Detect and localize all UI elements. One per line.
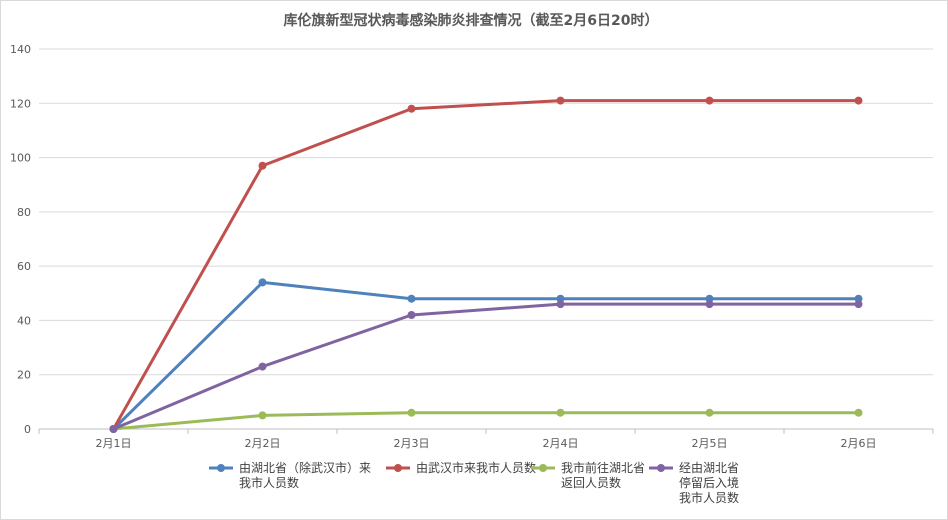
chart-title: 库伦旗新型冠状病毒感染肺炎排查情况（截至2月6日20时）	[284, 12, 659, 29]
y-tick-label: 60	[17, 260, 31, 273]
series-layer	[109, 96, 863, 433]
data-point	[556, 96, 565, 105]
series-line	[113, 411, 859, 431]
series-line	[112, 280, 859, 431]
series-1	[109, 278, 863, 433]
data-point	[705, 408, 714, 417]
series-line	[112, 99, 859, 430]
legend-label: 经由湖北省	[679, 460, 739, 475]
x-tick-label: 2月6日	[841, 437, 877, 450]
data-point	[258, 161, 267, 170]
data-point	[407, 104, 416, 113]
x-tick-label: 2月1日	[96, 437, 132, 450]
y-tick-label: 80	[17, 206, 31, 219]
data-point	[258, 411, 267, 420]
x-tick-label: 2月2日	[245, 437, 281, 450]
data-point	[407, 408, 416, 417]
legend-swatch-marker	[217, 464, 225, 472]
legend-label: 由湖北省（除武汉市）来	[239, 460, 371, 475]
legend-swatch-marker	[394, 464, 402, 472]
y-tick-label: 140	[10, 43, 31, 56]
legend-label: 停留后入境	[679, 475, 739, 490]
data-point	[258, 278, 267, 287]
data-point	[109, 425, 118, 433]
data-point	[407, 294, 416, 303]
x-tick-label: 2月5日	[692, 437, 728, 450]
legend-label: 我市人员数	[239, 475, 299, 490]
legend-label: 由武汉市来我市人员数	[416, 460, 536, 475]
data-point	[705, 300, 714, 309]
data-point	[854, 96, 863, 105]
series-line	[112, 302, 859, 431]
legend-label: 我市前往湖北省	[561, 460, 645, 475]
legend-swatch-marker	[539, 464, 547, 472]
x-tick-label: 2月4日	[543, 437, 579, 450]
legend-label: 返回人员数	[561, 475, 621, 490]
y-tick-label: 0	[24, 423, 31, 436]
legend-swatch-marker	[657, 464, 665, 472]
data-point	[407, 311, 416, 319]
data-point	[705, 96, 714, 105]
data-point	[556, 300, 565, 309]
data-point	[258, 362, 267, 371]
legend-label: 我市人员数	[679, 490, 739, 505]
data-point	[854, 300, 863, 309]
axes: 0 20 40 60 80 100 120 140 2月1日 2月2日 2月3日 2月4日 2月5日 2月…	[10, 43, 934, 450]
series-3	[109, 408, 863, 433]
y-tick-label: 40	[17, 314, 31, 327]
y-tick-label: 100	[10, 152, 31, 165]
data-point	[854, 408, 863, 417]
y-tick-label: 120	[10, 97, 31, 110]
legend-item-1: 由湖北省（除武汉市）来我市人员数	[209, 460, 371, 490]
series-4	[109, 300, 863, 433]
y-tick-label: 20	[17, 369, 31, 382]
legend-item-2: 由武汉市来我市人员数	[386, 460, 536, 475]
data-point	[556, 408, 565, 417]
x-tick-label: 2月3日	[394, 437, 430, 450]
